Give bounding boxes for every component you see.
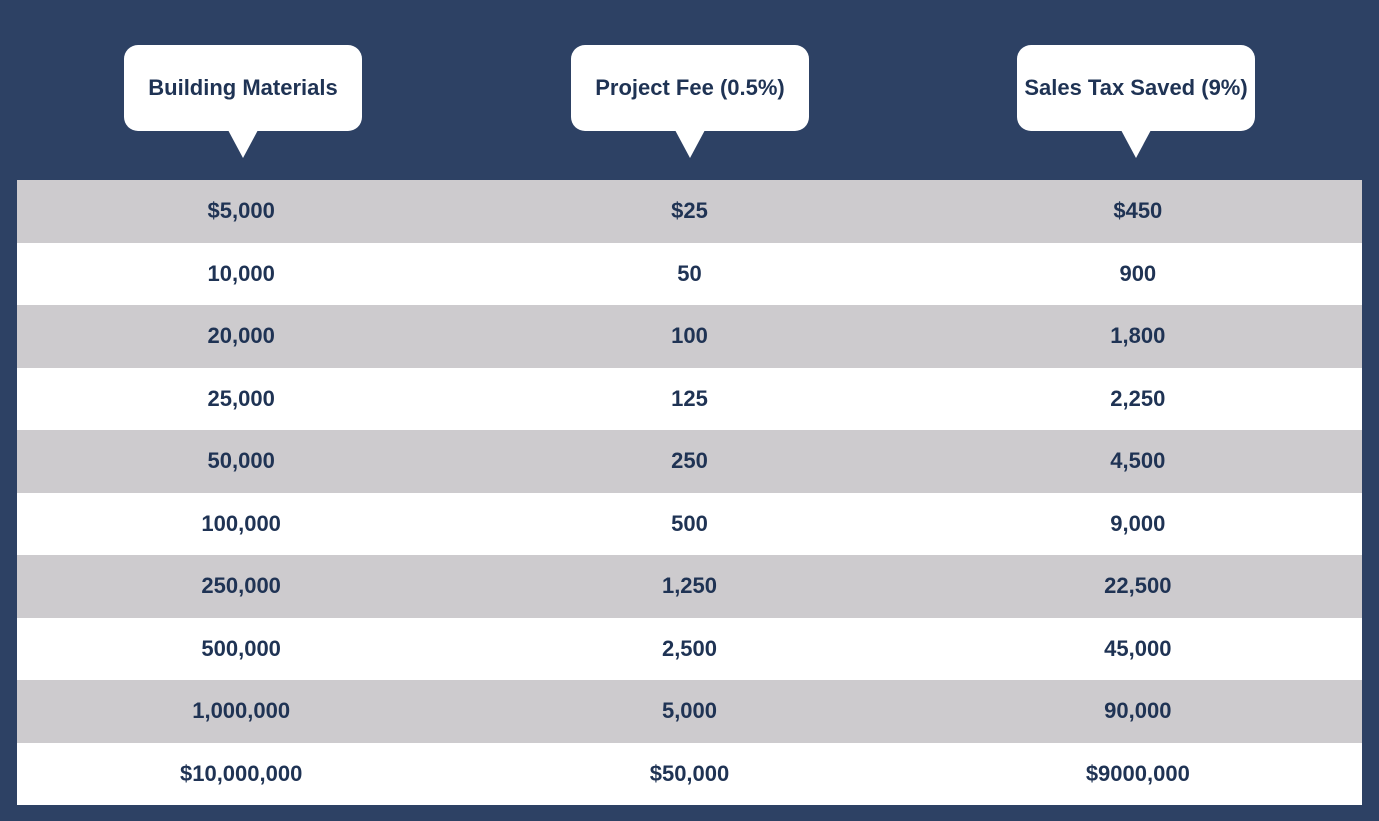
- building-materials-cell: $10,000,000: [179, 760, 303, 786]
- project-fee-cell: 5,000: [661, 698, 718, 724]
- building-materials-cell: $5,000: [207, 198, 275, 224]
- building-materials-cell: 1,000,000: [192, 698, 291, 724]
- table-row: 50,000 250 4,500: [17, 430, 1362, 493]
- building-materials-cell: 100,000: [201, 510, 281, 536]
- table-row: 20,000 100 1,800: [17, 305, 1362, 368]
- project-fee-cell: $50,000: [649, 760, 730, 786]
- sales-tax-saved-cell: $450: [1113, 198, 1163, 224]
- table-row: 500,000 2,500 45,000: [17, 617, 1362, 680]
- table-row: $10,000,000 $50,000 $9000,000: [17, 742, 1362, 805]
- table-header: Building Materials Project Fee (0.5%) Sa…: [0, 0, 1379, 180]
- sales-tax-saved-cell: 1,800: [1110, 323, 1166, 349]
- table-row: 25,000 125 2,250: [17, 367, 1362, 430]
- fee-table: $5,000 $25 $450 10,000 50 900 20,000 100…: [17, 180, 1362, 805]
- building-materials-cell: 250,000: [201, 573, 281, 599]
- column-header-sales-tax-saved: Sales Tax Saved (9%): [1017, 45, 1255, 158]
- building-materials-cell: 20,000: [207, 323, 275, 349]
- sales-tax-saved-cell: 45,000: [1104, 635, 1172, 661]
- column-header-project-fee: Project Fee (0.5%): [571, 45, 809, 158]
- project-fee-cell: 1,250: [661, 573, 718, 599]
- building-materials-cell: 50,000: [207, 448, 275, 474]
- sales-tax-saved-cell: $9000,000: [1085, 760, 1190, 786]
- project-fee-cell: 500: [671, 510, 708, 536]
- sales-tax-saved-cell: 900: [1119, 260, 1157, 286]
- project-fee-cell: 100: [671, 323, 708, 349]
- column-header-building-materials: Building Materials: [124, 45, 362, 158]
- project-fee-cell: 250: [671, 448, 708, 474]
- project-fee-cell: 125: [671, 385, 708, 411]
- sales-tax-saved-cell: 4,500: [1110, 448, 1166, 474]
- table-row: $5,000 $25 $450: [17, 180, 1362, 243]
- table-row: 100,000 500 9,000: [17, 492, 1362, 555]
- sales-tax-saved-cell: 9,000: [1110, 510, 1166, 536]
- project-fee-cell: 2,500: [661, 635, 718, 661]
- building-materials-cell: 500,000: [201, 635, 281, 661]
- project-fee-cell: $25: [671, 198, 708, 224]
- table-row: 1,000,000 5,000 90,000: [17, 680, 1362, 743]
- building-materials-cell: 25,000: [207, 385, 275, 411]
- sales-tax-saved-cell: 90,000: [1104, 698, 1172, 724]
- sales-tax-saved-cell: 2,250: [1110, 385, 1166, 411]
- table-row: 250,000 1,250 22,500: [17, 555, 1362, 618]
- project-fee-cell: 50: [677, 260, 702, 286]
- sales-tax-saved-cell: 22,500: [1104, 573, 1172, 599]
- table-row: 10,000 50 900: [17, 242, 1362, 305]
- building-materials-cell: 10,000: [207, 260, 275, 286]
